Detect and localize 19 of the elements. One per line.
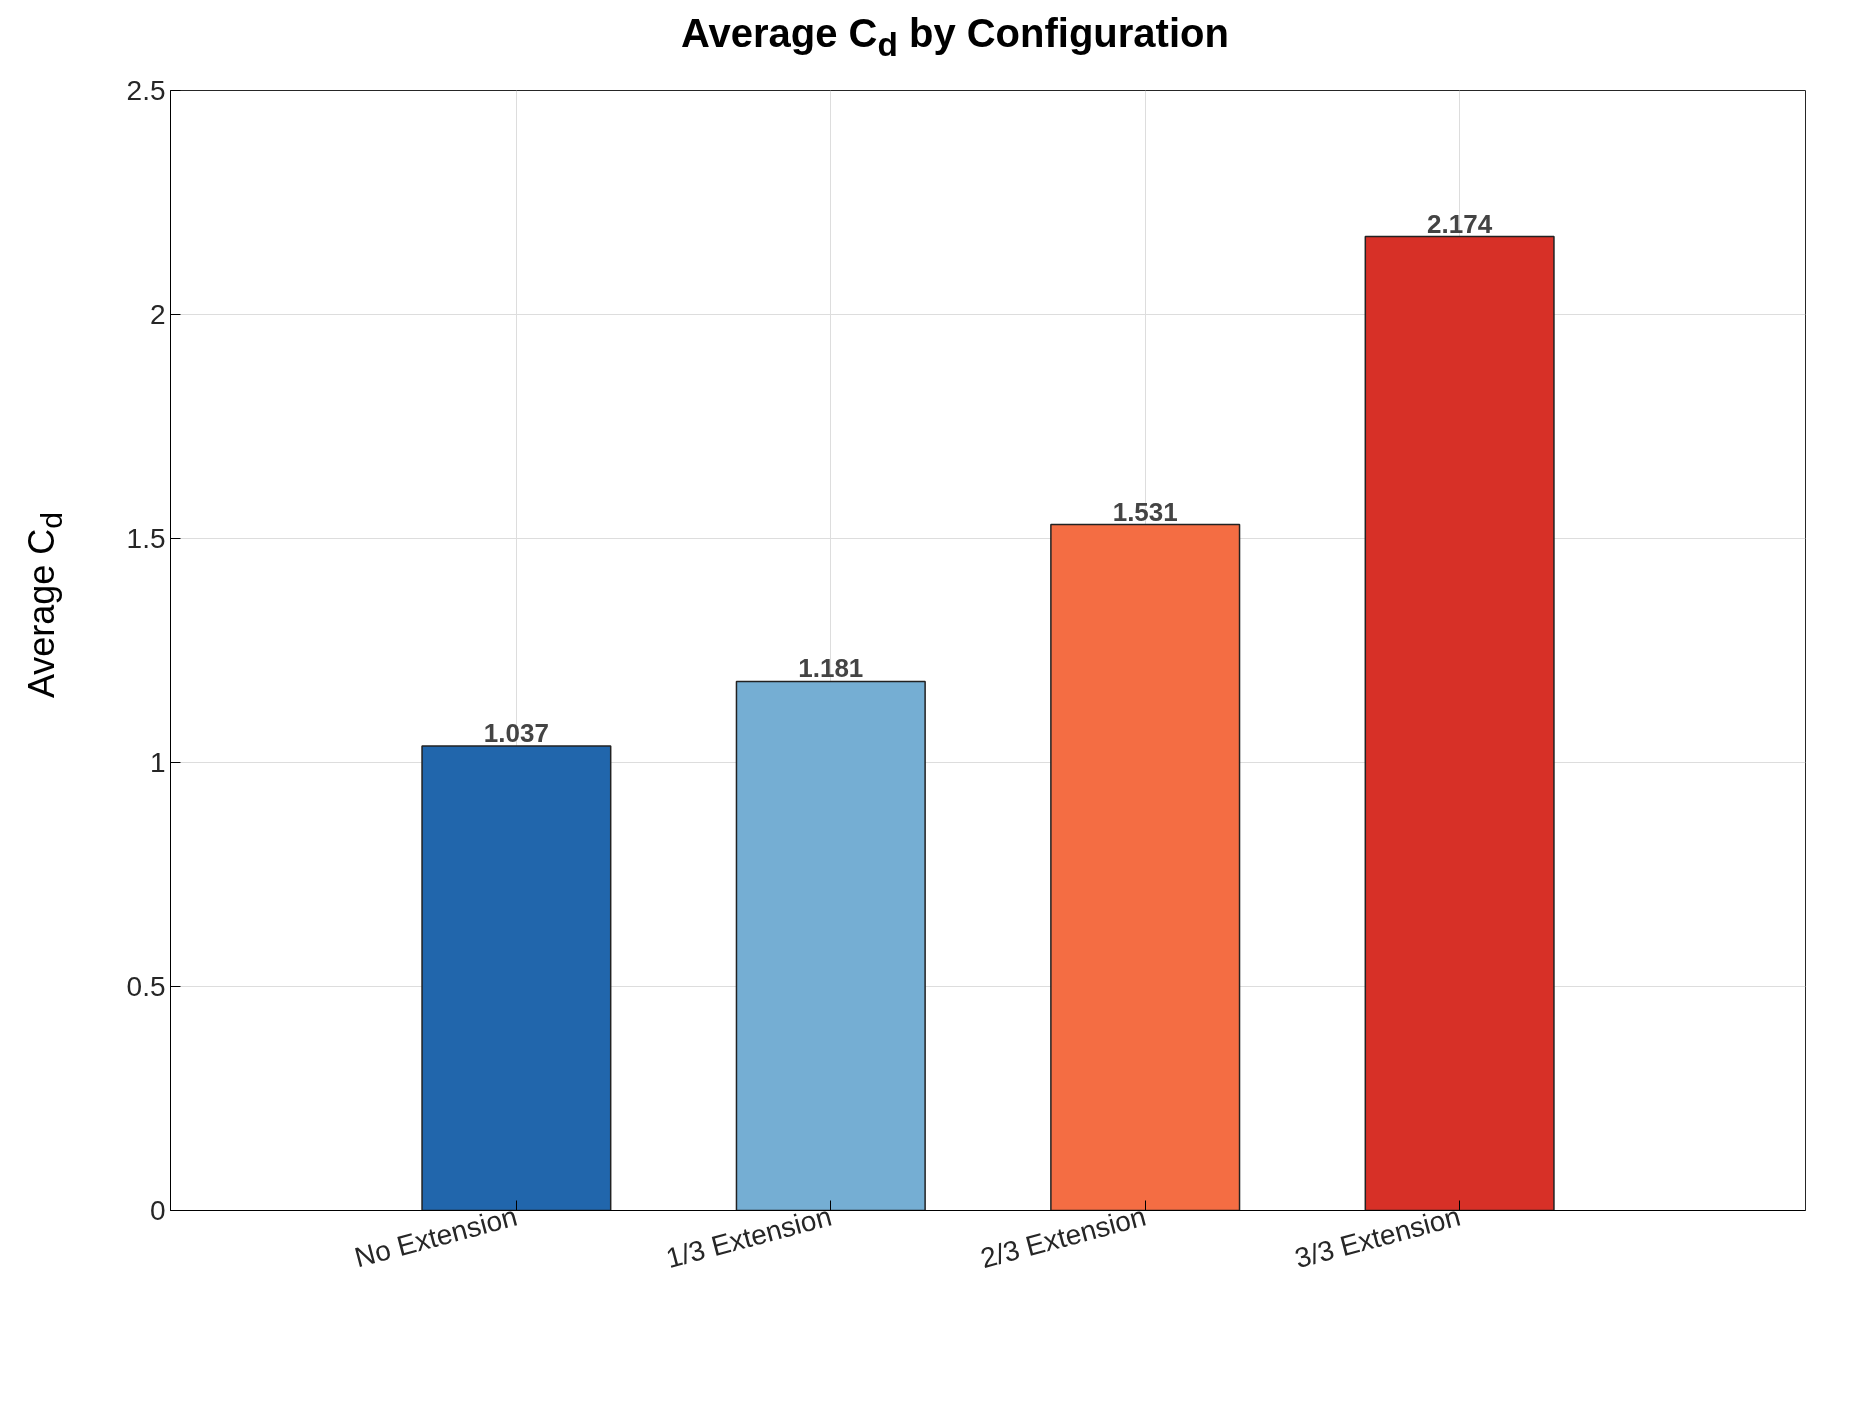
chart-title: Average C$_{d}$ by Configuration: [681, 10, 1229, 65]
x-tick-label: 3/3 Extension: [1291, 1200, 1464, 1275]
x-tick-label: 2/3 Extension: [977, 1200, 1150, 1275]
data-label: 2.174: [1427, 208, 1493, 239]
x-tick-label: 1/3 Extension: [662, 1200, 835, 1275]
data-label: 1.181: [798, 653, 864, 684]
y-tick-label: 0: [149, 1195, 166, 1226]
y-tick-label: 0.5: [126, 971, 166, 1002]
bar: [1364, 235, 1555, 1211]
y-tick-label: 1: [149, 747, 166, 778]
data-label: 1.531: [1112, 496, 1178, 527]
y-tick-label: 2.5: [126, 75, 166, 106]
bar: [735, 680, 926, 1211]
x-tick-label: No Extension: [351, 1200, 521, 1274]
data-label: 1.037: [483, 717, 549, 748]
y-tick-label: 1.5: [126, 523, 166, 554]
bar: [421, 745, 612, 1211]
y-tick-label: 2: [149, 299, 166, 330]
bar: [1050, 523, 1241, 1211]
